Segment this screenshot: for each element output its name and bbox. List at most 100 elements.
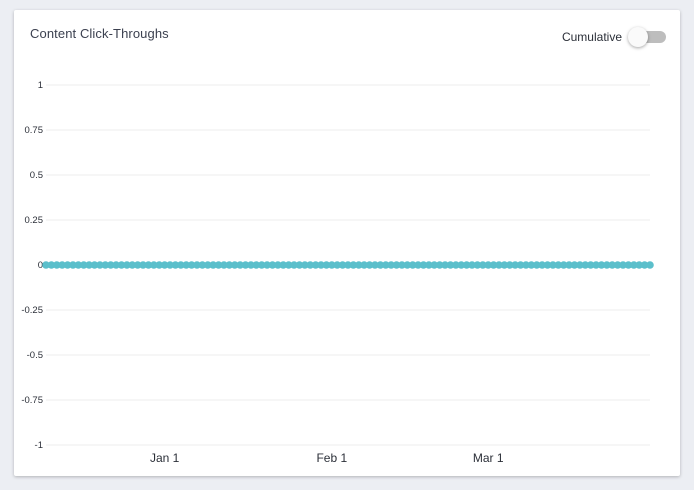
data-point[interactable]: [581, 261, 590, 269]
data-point[interactable]: [225, 261, 234, 269]
data-point[interactable]: [63, 261, 72, 269]
data-point[interactable]: [203, 261, 212, 269]
data-point[interactable]: [392, 261, 401, 269]
data-point[interactable]: [511, 261, 519, 269]
data-point[interactable]: [549, 261, 557, 269]
data-point[interactable]: [290, 261, 298, 269]
data-point[interactable]: [144, 261, 153, 269]
data-point[interactable]: [425, 261, 433, 269]
data-point[interactable]: [236, 261, 244, 269]
data-point[interactable]: [500, 261, 509, 269]
data-point[interactable]: [90, 261, 99, 269]
data-point[interactable]: [301, 261, 309, 269]
data-point[interactable]: [101, 261, 110, 269]
data-point[interactable]: [123, 261, 131, 269]
data-point[interactable]: [532, 261, 541, 269]
data-point[interactable]: [446, 261, 455, 269]
data-point[interactable]: [543, 261, 552, 269]
data-point[interactable]: [381, 261, 390, 269]
data-point[interactable]: [209, 261, 217, 269]
data-point[interactable]: [106, 261, 115, 269]
data-point[interactable]: [85, 261, 93, 269]
data-point[interactable]: [468, 261, 476, 269]
data-point[interactable]: [311, 261, 320, 269]
data-point[interactable]: [419, 261, 428, 269]
data-point[interactable]: [398, 261, 406, 269]
data-point[interactable]: [387, 261, 395, 269]
data-point[interactable]: [457, 261, 466, 269]
data-point[interactable]: [333, 261, 342, 269]
data-point[interactable]: [576, 261, 584, 269]
data-point[interactable]: [284, 261, 293, 269]
data-point[interactable]: [613, 261, 622, 269]
data-point[interactable]: [489, 261, 498, 269]
data-point[interactable]: [495, 261, 503, 269]
data-point[interactable]: [241, 261, 250, 269]
data-point[interactable]: [171, 261, 180, 269]
data-point[interactable]: [150, 261, 158, 269]
data-point[interactable]: [624, 261, 633, 269]
data-point[interactable]: [133, 261, 142, 269]
data-point[interactable]: [452, 261, 460, 269]
data-point[interactable]: [603, 261, 611, 269]
data-point[interactable]: [306, 261, 315, 269]
data-point[interactable]: [559, 261, 568, 269]
data-point[interactable]: [322, 261, 331, 269]
data-point[interactable]: [274, 261, 282, 269]
data-point[interactable]: [220, 261, 228, 269]
data-point[interactable]: [230, 261, 239, 269]
data-point[interactable]: [586, 261, 595, 269]
data-point[interactable]: [365, 261, 374, 269]
data-point[interactable]: [619, 261, 627, 269]
data-point[interactable]: [58, 261, 66, 269]
data-point[interactable]: [344, 261, 352, 269]
data-point[interactable]: [354, 261, 363, 269]
data-point[interactable]: [42, 261, 50, 269]
data-point[interactable]: [112, 261, 120, 269]
data-point[interactable]: [198, 261, 207, 269]
data-point[interactable]: [155, 261, 164, 269]
data-point[interactable]: [117, 261, 126, 269]
data-point[interactable]: [430, 261, 439, 269]
data-point[interactable]: [640, 261, 649, 269]
data-point[interactable]: [608, 261, 617, 269]
data-point[interactable]: [247, 261, 255, 269]
data-point[interactable]: [263, 261, 271, 269]
data-point[interactable]: [516, 261, 525, 269]
data-point[interactable]: [47, 261, 56, 269]
data-point[interactable]: [160, 261, 169, 269]
data-point[interactable]: [257, 261, 266, 269]
data-point[interactable]: [328, 261, 336, 269]
data-point[interactable]: [522, 261, 530, 269]
data-point[interactable]: [538, 261, 546, 269]
data-point[interactable]: [597, 261, 606, 269]
data-point[interactable]: [279, 261, 288, 269]
data-point[interactable]: [570, 261, 579, 269]
data-point[interactable]: [473, 261, 482, 269]
data-point[interactable]: [435, 261, 444, 269]
data-point[interactable]: [408, 261, 417, 269]
data-point[interactable]: [371, 261, 379, 269]
data-point[interactable]: [182, 261, 191, 269]
data-point[interactable]: [376, 261, 385, 269]
data-point[interactable]: [317, 261, 325, 269]
data-point[interactable]: [414, 261, 422, 269]
data-point[interactable]: [630, 261, 638, 269]
data-point[interactable]: [505, 261, 514, 269]
data-point[interactable]: [177, 261, 185, 269]
data-point[interactable]: [462, 261, 471, 269]
data-point[interactable]: [166, 261, 174, 269]
data-point[interactable]: [554, 261, 563, 269]
data-point[interactable]: [479, 261, 487, 269]
data-point[interactable]: [79, 261, 88, 269]
data-point[interactable]: [187, 261, 196, 269]
data-point[interactable]: [268, 261, 277, 269]
data-point[interactable]: [193, 261, 201, 269]
data-point[interactable]: [646, 261, 654, 269]
data-point[interactable]: [69, 261, 77, 269]
data-point[interactable]: [441, 261, 449, 269]
data-point[interactable]: [96, 261, 104, 269]
data-point[interactable]: [252, 261, 261, 269]
data-point[interactable]: [295, 261, 304, 269]
data-point[interactable]: [360, 261, 368, 269]
